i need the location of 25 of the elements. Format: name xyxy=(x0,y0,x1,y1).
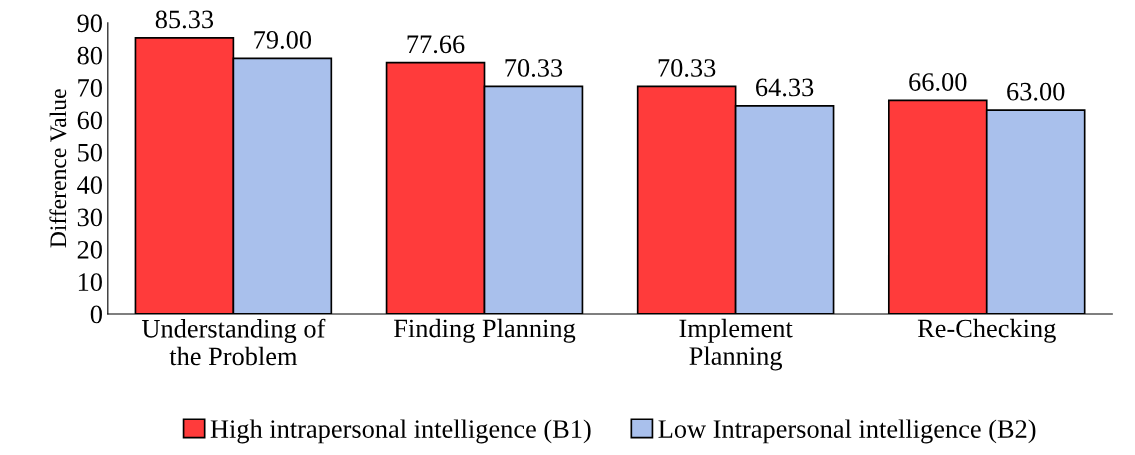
y-tick-label: 10 xyxy=(78,273,102,292)
data-label: 66.00 xyxy=(909,73,967,91)
x-tick-label: Finding Planning xyxy=(393,318,576,343)
data-label: 79.00 xyxy=(254,31,312,49)
y-tick-label: 40 xyxy=(77,176,102,194)
legend-label: Low Intrapersonal intelligence (B2) xyxy=(658,419,1036,444)
data-label: 85.33 xyxy=(155,10,214,29)
x-tick-label: Re-Checking xyxy=(917,318,1056,343)
y-tick-label: 50 xyxy=(78,143,102,162)
legend-label: High intrapersonal intelligence (B1) xyxy=(210,419,591,444)
y-tick-label: 20 xyxy=(77,240,102,259)
data-label: 77.66 xyxy=(407,35,465,54)
y-tick-label: 60 xyxy=(77,111,102,130)
data-label: 64.33 xyxy=(756,78,814,97)
data-label: 70.33 xyxy=(658,59,716,77)
x-tick-label: Implement Planning xyxy=(679,318,793,371)
y-tick-label: 30 xyxy=(77,208,102,227)
y-tick-label: 80 xyxy=(77,46,102,65)
y-axis-title: Difference Value xyxy=(49,89,67,248)
y-tick-label: 0 xyxy=(90,305,102,324)
x-tick-label: Understanding of the Problem xyxy=(141,318,326,366)
y-tick-label: 70 xyxy=(78,79,102,97)
data-label: 63.00 xyxy=(1007,82,1065,101)
data-label: 70.33 xyxy=(505,59,563,77)
y-tick-label: 90 xyxy=(77,14,102,33)
